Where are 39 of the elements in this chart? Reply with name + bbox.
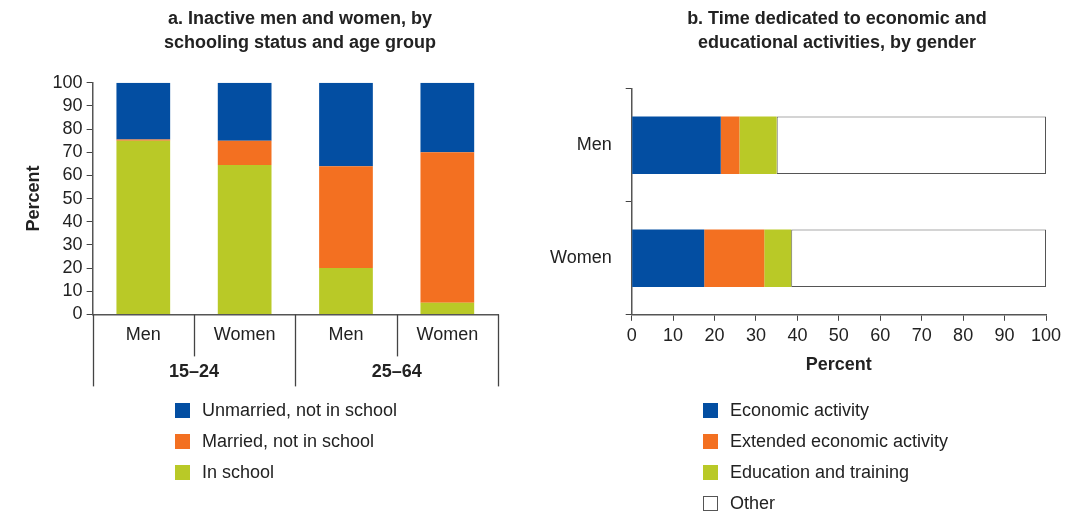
- legend-label: Extended economic activity: [730, 431, 949, 452]
- y-tick-label: 50: [62, 187, 83, 208]
- x-tick-label: 80: [953, 324, 974, 345]
- x-axis-title: Percent: [805, 354, 872, 375]
- legend-label: In school: [202, 462, 275, 483]
- x-tick-label: 10: [663, 324, 684, 345]
- text: 15–24: [168, 361, 220, 382]
- x-tick-label: 40: [787, 324, 808, 345]
- text: 25–64: [371, 361, 422, 382]
- x-tick-label: 0: [626, 324, 637, 345]
- chart-title: b. Time dedicated to economic and educational activities, by gender: [686, 7, 988, 54]
- x-tick-label: Women: [213, 324, 276, 345]
- y-tick-label: 30: [62, 233, 83, 254]
- legend-label: Unmarried, not in school: [202, 400, 398, 421]
- y-tick-label: 20: [62, 257, 83, 278]
- x-tick-label: Men: [125, 324, 161, 345]
- legend-label: Education and training: [730, 462, 910, 483]
- y-tick-label: 40: [62, 210, 83, 231]
- chart-title: a. Inactive men and women, by schooling status and age group: [163, 7, 437, 54]
- x-tick-label: 50: [828, 324, 849, 345]
- y-axis-title: Percent: [22, 165, 43, 232]
- x-tick-label: 30: [745, 324, 766, 345]
- legend-label: Other: [730, 493, 776, 513]
- y-tick-label: 90: [62, 94, 83, 115]
- y-tick-label: 80: [62, 118, 83, 139]
- x-tick-label: 90: [994, 324, 1015, 345]
- x-tick-label: 60: [870, 324, 891, 345]
- y-tick-label: 70: [62, 141, 83, 162]
- x-tick-label: 100: [1030, 324, 1062, 345]
- y-tick-label: 100: [52, 71, 83, 92]
- y-tick-label: 0: [72, 303, 83, 324]
- legend-label: Married, not in school: [202, 431, 375, 452]
- y-tick-label: 60: [62, 164, 83, 185]
- x-tick-label: Women: [416, 324, 479, 345]
- y-tick-label: 10: [62, 280, 83, 301]
- x-tick-label: 70: [911, 324, 932, 345]
- x-tick-label: Men: [328, 324, 364, 345]
- legend-label: Economic activity: [730, 400, 870, 421]
- x-tick-label: 20: [704, 324, 725, 345]
